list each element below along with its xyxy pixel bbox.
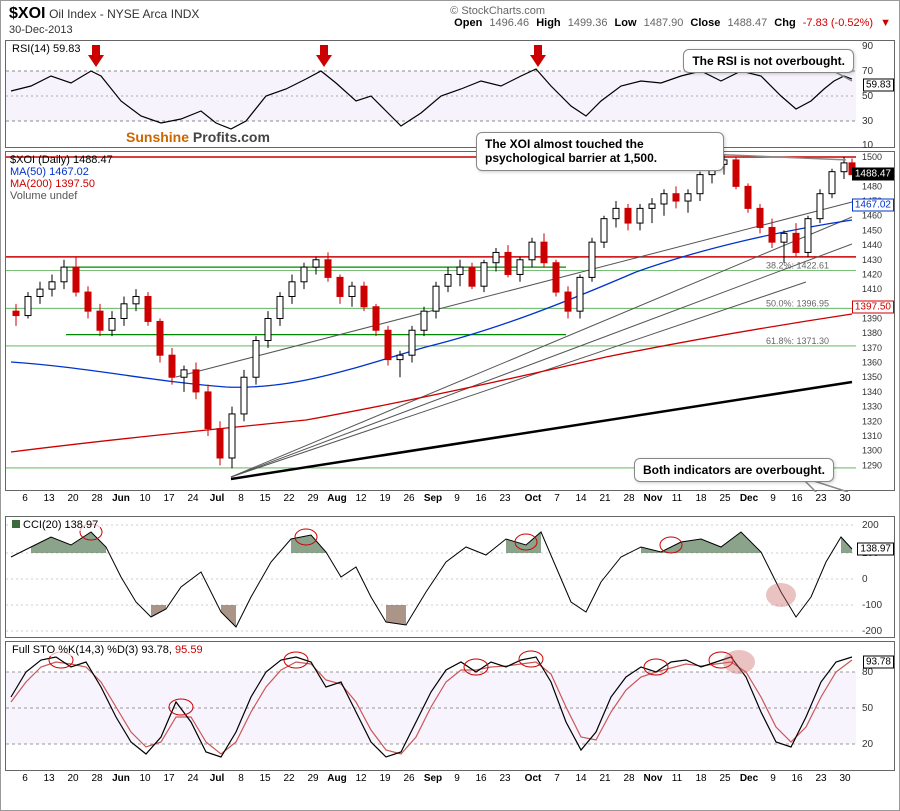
svg-text:1460: 1460 (862, 211, 882, 221)
cci-chart: 2001000-100-200 (6, 517, 896, 639)
svg-text:38.2%: 1422.61: 38.2%: 1422.61 (766, 261, 829, 271)
instrument-type: INDX (171, 7, 200, 21)
symbol: $XOI (9, 5, 45, 22)
price-chart: 1500149014801470146014501440143014201410… (6, 152, 896, 492)
high-value: 1499.36 (568, 17, 608, 29)
sto-chart: 80 50 20 (6, 642, 896, 772)
header-left: $XOI Oil Index - NYSE Arca INDX 30-Dec-2… (9, 5, 199, 36)
source-label: © StockCharts.com (450, 5, 891, 17)
svg-text:1350: 1350 (862, 372, 882, 382)
branding-sun: Sunshine (126, 129, 189, 145)
sto-label: Full STO %K(14,3) %D(3) 93.78, 95.59 (10, 644, 205, 656)
legend-ma200: MA(200) 1397.50 (10, 178, 113, 190)
rsi-panel: RSI(14) 59.83 90 70 50 30 10 The RSI is not … (5, 40, 895, 148)
svg-text:1310: 1310 (862, 431, 882, 441)
svg-text:30: 30 (862, 116, 874, 127)
svg-text:80: 80 (862, 667, 874, 678)
header-right: © StockCharts.com Open 1496.46 High 1499… (450, 5, 891, 29)
chg-label: Chg (774, 17, 795, 29)
price-x-axis: 6132028Jun101724Jul8152229Aug121926Sep91… (5, 491, 895, 513)
rsi-callout: The RSI is not overbought. (683, 49, 854, 73)
open-label: Open (454, 17, 482, 29)
svg-text:1450: 1450 (862, 225, 882, 235)
price-tag: 1488.47 (852, 167, 894, 180)
rsi-value-tag: 59.83 (863, 79, 894, 92)
svg-text:0: 0 (862, 574, 868, 585)
svg-text:1440: 1440 (862, 240, 882, 250)
sto-value-tag: 93.78 (863, 656, 894, 669)
svg-text:-100: -100 (862, 600, 882, 611)
branding-rest: Profits.com (189, 129, 270, 145)
svg-text:1330: 1330 (862, 402, 882, 412)
chart-header: $XOI Oil Index - NYSE Arca INDX 30-Dec-2… (1, 1, 899, 38)
svg-text:50: 50 (862, 703, 874, 714)
svg-text:200: 200 (862, 520, 879, 531)
svg-text:10: 10 (862, 140, 874, 149)
svg-text:1370: 1370 (862, 343, 882, 353)
svg-text:20: 20 (862, 739, 874, 750)
svg-text:1420: 1420 (862, 269, 882, 279)
svg-text:1340: 1340 (862, 387, 882, 397)
svg-text:61.8%: 1371.30: 61.8%: 1371.30 (766, 336, 829, 346)
overbought-callout: Both indicators are overbought. (634, 458, 834, 482)
svg-text:50: 50 (862, 91, 874, 102)
legend-ma50: MA(50) 1467.02 (10, 166, 113, 178)
sto-panel: Full STO %K(14,3) %D(3) 93.78, 95.59 80 5… (5, 641, 895, 771)
svg-text:90: 90 (862, 41, 874, 52)
ma200-tag: 1397.50 (852, 301, 894, 314)
legend-symbol: $XOI (Daily) 1488.47 (10, 154, 113, 166)
low-value: 1487.90 (644, 17, 684, 29)
cci-label: CCI(20) 138.97 (10, 519, 100, 531)
cci-icon (12, 520, 20, 528)
svg-text:1390: 1390 (862, 314, 882, 324)
svg-text:1300: 1300 (862, 446, 882, 456)
svg-text:50.0%: 1396.95: 50.0%: 1396.95 (766, 298, 829, 308)
ohlc-row: Open 1496.46 High 1499.36 Low 1487.90 Cl… (450, 17, 891, 29)
sto-label-d: 95.59 (175, 644, 203, 656)
rsi-label: RSI(14) 59.83 (10, 43, 82, 55)
svg-text:1410: 1410 (862, 284, 882, 294)
svg-text:1380: 1380 (862, 328, 882, 338)
ma50-tag: 1467.02 (852, 199, 894, 212)
cci-value-tag: 138.97 (857, 543, 894, 556)
svg-text:70: 70 (862, 66, 874, 77)
close-value: 1488.47 (727, 17, 767, 29)
instrument-name: Oil Index - NYSE Arca (49, 7, 167, 21)
branding: Sunshine Profits.com (126, 129, 270, 145)
price-legend: $XOI (Daily) 1488.47 MA(50) 1467.02 MA(2… (10, 154, 113, 202)
chart-container: $XOI Oil Index - NYSE Arca INDX 30-Dec-2… (0, 0, 900, 811)
svg-text:1430: 1430 (862, 255, 882, 265)
close-label: Close (690, 17, 720, 29)
svg-text:-200: -200 (862, 626, 882, 637)
sto-label-k: Full STO %K(14,3) %D(3) 93.78 (12, 644, 169, 656)
high-label: High (536, 17, 560, 29)
bottom-x-axis: 6132028Jun101724Jul8152229Aug121926Sep91… (5, 771, 895, 793)
price-callout: The XOI almost touched the psychological… (476, 132, 724, 171)
legend-vol: Volume undef (10, 190, 113, 202)
svg-text:1500: 1500 (862, 152, 882, 162)
chart-date: 30-Dec-2013 (9, 24, 199, 36)
open-value: 1496.46 (489, 17, 529, 29)
cci-panel: CCI(20) 138.97 2001000-100-200 138.97 (5, 516, 895, 638)
cci-label-text: CCI(20) 138.97 (23, 519, 98, 531)
svg-text:1290: 1290 (862, 460, 882, 470)
price-panel: The XOI almost touched the psychological… (5, 151, 895, 491)
chg-value: -7.83 (-0.52%) (803, 17, 873, 29)
svg-text:1360: 1360 (862, 358, 882, 368)
svg-text:1320: 1320 (862, 416, 882, 426)
low-label: Low (615, 17, 637, 29)
svg-text:1480: 1480 (862, 181, 882, 191)
